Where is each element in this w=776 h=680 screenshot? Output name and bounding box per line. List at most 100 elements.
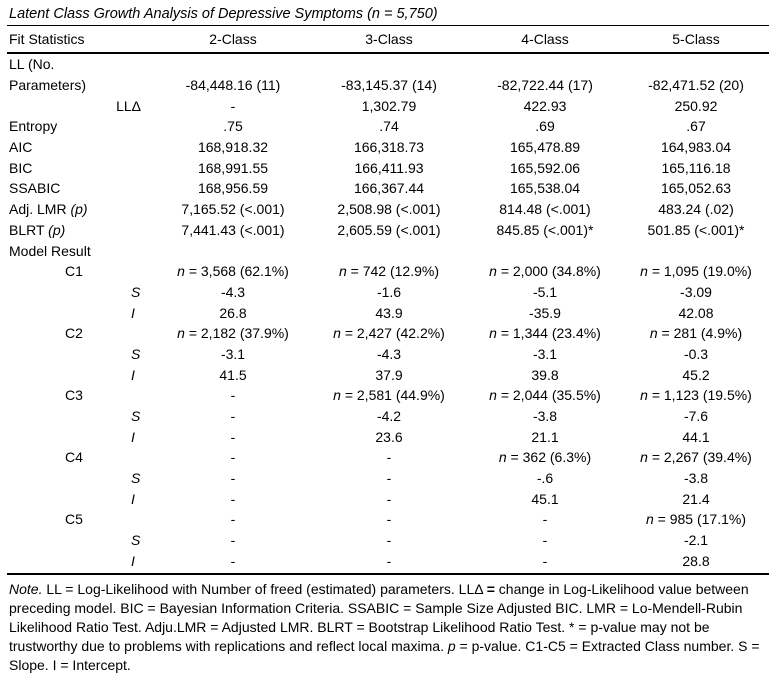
cell-value: - <box>230 552 236 569</box>
cell-value: n = 3,568 (62.1%) <box>177 263 289 280</box>
cell-value: 7,165.52 (<.001) <box>181 201 285 218</box>
row-label: C3 <box>65 387 83 404</box>
row-label: S <box>131 470 141 487</box>
column-header-fit-statistics: Fit Statistics <box>7 26 155 54</box>
cell-value: 168,956.59 <box>197 180 269 197</box>
cell-value: -84,448.16 (11) <box>185 77 281 94</box>
cell-value: - <box>386 449 392 466</box>
cell-value: 168,991.55 <box>197 159 269 176</box>
cell-value: 2,605.59 (<.001) <box>337 221 441 238</box>
cell-value: - <box>386 470 392 487</box>
cell-value: n = 281 (4.9%) <box>649 325 743 342</box>
cell-value: 43.9 <box>375 304 403 321</box>
row-label: Model Result <box>9 242 91 259</box>
row-label: I <box>131 428 135 445</box>
cell-value: 166,367.44 <box>353 180 425 197</box>
table-row: Parameters) -84,448.16 (11) -83,145.37 (14… <box>7 75 769 96</box>
cell-value: -4.3 <box>220 283 246 300</box>
cell-value: -83,145.37 (14) <box>341 77 437 94</box>
row-label: BIC <box>9 159 33 176</box>
cell-value: -3.1 <box>220 345 246 362</box>
table-row: LL (No. <box>7 53 769 75</box>
table-body: LL (No. Parameters) -84,448.16 (11) -83,145… <box>7 53 769 571</box>
cell-value: - <box>230 387 236 404</box>
cell-value: n = 2,427 (42.2%) <box>333 325 445 342</box>
cell-value: 41.5 <box>219 366 247 383</box>
table-row: C5 - - - n = 985 (17.1%) <box>7 509 769 530</box>
cell-value: - <box>230 97 236 114</box>
cell-value: - <box>386 532 392 549</box>
cell-value <box>155 240 311 261</box>
cell-value: 165,052.63 <box>660 180 732 197</box>
row-label: AIC <box>9 139 33 156</box>
cell-value: n = 2,581 (44.9%) <box>333 387 445 404</box>
row-label: C5 <box>65 511 83 528</box>
cell-value: 21.1 <box>531 428 559 445</box>
cell-value <box>467 53 623 75</box>
cell-value: -3.8 <box>683 470 709 487</box>
cell-value: n = 2,044 (35.5%) <box>489 387 601 404</box>
cell-value: - <box>230 428 236 445</box>
table-row: Adj. LMR (p) 7,165.52 (<.001) 2,508.98 (<.… <box>7 199 769 220</box>
cell-value: -7.6 <box>683 408 709 425</box>
row-label: C2 <box>65 325 83 342</box>
table-row: S - - -.6 -3.8 <box>7 468 769 489</box>
cell-value: n = 985 (17.1%) <box>645 511 747 528</box>
column-header-2-class: 2-Class <box>155 26 311 54</box>
cell-value: .67 <box>686 118 706 135</box>
cell-value: -4.3 <box>376 345 402 362</box>
row-label: I <box>131 552 135 569</box>
table-row: SSABIC 168,956.59 166,367.44 165,538.04 165,… <box>7 178 769 199</box>
cell-value: .74 <box>379 118 399 135</box>
cell-value: .69 <box>535 118 555 135</box>
cell-value: - <box>542 532 548 549</box>
table-title: Latent Class Growth Analysis of Depressi… <box>7 4 769 26</box>
cell-value: - <box>542 511 548 528</box>
row-label: I <box>131 366 135 383</box>
table-row: C4 - - n = 362 (6.3%) n = 2,267 (39.4%) <box>7 447 769 468</box>
cell-value <box>311 240 467 261</box>
table-row: S -3.1 -4.3 -3.1 -0.3 <box>7 344 769 365</box>
column-header-3-class: 3-Class <box>311 26 467 54</box>
cell-value: 21.4 <box>682 490 710 507</box>
table-row: C1 n = 3,568 (62.1%) n = 742 (12.9%) n = 2,… <box>7 261 769 282</box>
cell-value: n = 2,000 (34.8%) <box>489 263 601 280</box>
cell-value: 422.93 <box>523 97 567 114</box>
cell-value: - <box>230 511 236 528</box>
row-label: BLRT (p) <box>9 221 66 238</box>
table-row: I - 23.6 21.1 44.1 <box>7 426 769 447</box>
cell-value: -35.9 <box>529 304 561 321</box>
table-note: Note. LL = Log-Likelihood with Number of… <box>7 573 769 675</box>
row-label: S <box>131 532 141 549</box>
cell-value: 23.6 <box>375 428 403 445</box>
row-label: S <box>131 283 141 300</box>
cell-value: 165,538.04 <box>509 180 581 197</box>
table-row: I - - 45.1 21.4 <box>7 488 769 509</box>
cell-value: n = 362 (6.3%) <box>498 449 592 466</box>
row-label: I <box>131 490 135 507</box>
cell-value: - <box>230 449 236 466</box>
row-label: S <box>131 408 141 425</box>
cell-value: .75 <box>223 118 243 135</box>
cell-value: 483.24 (.02) <box>658 201 734 218</box>
table-row: BLRT (p) 7,441.43 (<.001) 2,605.59 (<.001)… <box>7 220 769 241</box>
cell-value: 44.1 <box>682 428 710 445</box>
cell-value: 39.8 <box>531 366 559 383</box>
cell-value: 45.1 <box>531 490 559 507</box>
cell-value: -5.1 <box>532 283 558 300</box>
cell-value: -0.3 <box>683 345 709 362</box>
row-label: I <box>131 304 135 321</box>
row-label: LLΔ <box>116 97 141 114</box>
row-label: SSABIC <box>9 180 61 197</box>
row-label: Entropy <box>9 118 58 135</box>
cell-value: - <box>230 532 236 549</box>
cell-value: - <box>230 470 236 487</box>
table-row: AIC 168,918.32 166,318.73 165,478.89 164,983… <box>7 137 769 158</box>
cell-value: n = 1,095 (19.0%) <box>640 263 752 280</box>
cell-value: 845.85 (<.001)* <box>496 221 594 238</box>
cell-value: - <box>386 490 392 507</box>
cell-value: - <box>542 552 548 569</box>
cell-value: n = 1,344 (23.4%) <box>489 325 601 342</box>
cell-value: -4.2 <box>376 408 402 425</box>
cell-value: 1,302.79 <box>361 97 417 114</box>
